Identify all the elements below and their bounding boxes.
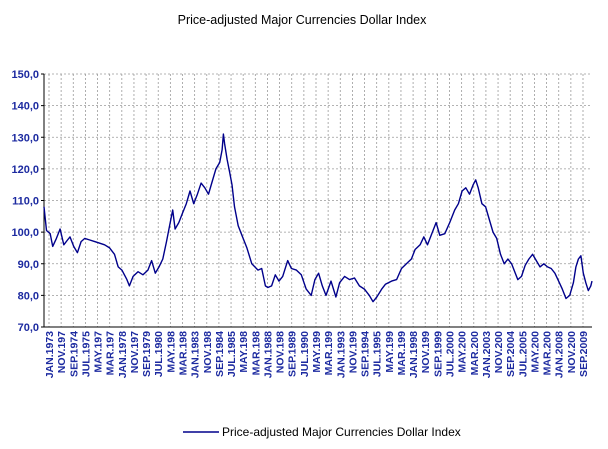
x-tick-label: MAR.198: [250, 331, 262, 376]
x-tick-label: MAY.200: [529, 331, 541, 373]
x-tick-label: JAN.1988: [262, 331, 274, 378]
x-tick-label: SEP.1979: [141, 331, 153, 377]
x-tick-label: JAN.2003: [481, 331, 493, 378]
x-tick-label: MAY.199: [311, 331, 323, 373]
y-tick-label: 130,0: [11, 132, 39, 144]
x-tick-label: MAR.199: [396, 331, 408, 376]
x-tick-label: JAN.1978: [117, 331, 129, 378]
x-tick-labels: JAN.1973 NOV.197 SEP.1974 JUL.1975 MAY.197 MA…: [44, 331, 590, 378]
y-tick-label: 80,0: [18, 290, 39, 302]
x-tick-label: SEP.1974: [68, 331, 80, 377]
x-tick-label: NOV.199: [347, 331, 359, 373]
x-tick-label: SEP.1989: [287, 331, 299, 377]
x-tick-label: NOV.200: [566, 331, 578, 373]
horizontal-gridlines: [41, 73, 592, 328]
y-tick-label: 150,0: [11, 69, 39, 81]
y-tick-label: 120,0: [11, 164, 39, 176]
x-tick-label: NOV.198: [275, 331, 287, 373]
x-tick-label: JAN.1998: [408, 331, 420, 378]
x-tick-label: SEP.1994: [360, 331, 372, 377]
x-tick-label: MAR.199: [323, 331, 335, 376]
x-tick-label: SEP.2009: [578, 331, 590, 377]
y-tick-label: 90,0: [18, 259, 39, 271]
x-tick-label: JAN.1983: [190, 331, 202, 378]
x-tick-label: SEP.1999: [432, 331, 444, 377]
x-tick-label: JUL.1995: [372, 331, 384, 377]
y-tick-label: 100,0: [11, 227, 39, 239]
x-tick-label: JUL.1990: [299, 331, 311, 377]
x-tick-label: NOV.199: [420, 331, 432, 373]
x-tick-label: MAR.200: [469, 331, 481, 376]
x-tick-label: JAN.1973: [44, 331, 56, 378]
y-tick-label: 140,0: [11, 101, 39, 113]
x-tick-label: JAN.2008: [554, 331, 566, 378]
series-line: [43, 133, 593, 303]
x-tick-label: MAY.198: [165, 331, 177, 373]
x-tick-label: NOV.198: [202, 331, 214, 373]
x-tick-label: JUL.2000: [445, 331, 457, 377]
x-tick-label: NOV.197: [56, 331, 68, 373]
x-tick-label: MAY.197: [93, 331, 105, 373]
x-tick-label: MAR.200: [542, 331, 554, 376]
x-tick-label: NOV.200: [493, 331, 505, 373]
axes: [43, 74, 592, 328]
legend-label: Price-adjusted Major Currencies Dollar I…: [222, 425, 461, 439]
x-tick-label: SEP.2004: [505, 331, 517, 377]
x-tick-label: MAY.198: [238, 331, 250, 373]
series-lines: [43, 133, 593, 303]
x-tick-label: MAY.200: [457, 331, 469, 373]
x-tick-label: MAY.199: [384, 331, 396, 373]
x-tick-label: JUL.1980: [153, 331, 165, 377]
legend: Price-adjusted Major Currencies Dollar I…: [183, 425, 461, 439]
y-tick-labels: 70,0 80,0 90,0 100,0 110,0 120,0 130,0 140,0 150…: [11, 69, 39, 334]
x-tick-label: NOV.197: [129, 331, 141, 373]
x-tick-label: MAR.198: [178, 331, 190, 376]
x-tick-label: JUL.1985: [226, 331, 238, 377]
chart-title: Price-adjusted Major Currencies Dollar I…: [178, 13, 427, 27]
x-tick-label: JUL.1975: [80, 331, 92, 377]
x-tick-label: SEP.1984: [214, 331, 226, 377]
y-tick-label: 70,0: [18, 322, 39, 334]
x-tick-label: JUL.2005: [517, 331, 529, 377]
y-tick-label: 110,0: [12, 196, 39, 208]
x-tick-label: MAR.197: [105, 331, 117, 376]
x-tick-label: JAN.1993: [335, 331, 347, 378]
